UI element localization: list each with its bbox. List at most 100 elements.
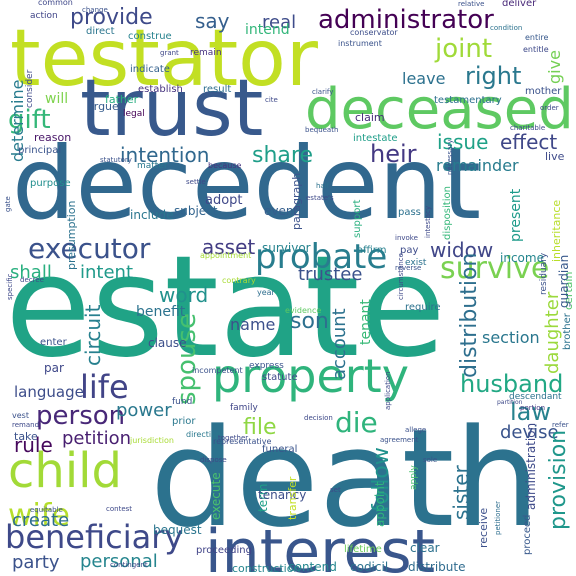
word-receive: receive bbox=[477, 508, 490, 548]
word-representative: representative bbox=[213, 437, 271, 446]
word-argue: argue bbox=[87, 100, 119, 113]
word-provide: provide bbox=[70, 5, 153, 30]
word-petitioner: petitioner bbox=[494, 501, 502, 535]
word-distribute: distribute bbox=[408, 560, 466, 574]
word-clause: clause bbox=[148, 336, 187, 350]
word-estate: estate bbox=[5, 226, 446, 389]
word-instrument: instrument bbox=[338, 39, 382, 48]
word-family: family bbox=[230, 403, 258, 413]
word-mother: mother bbox=[525, 86, 562, 97]
word-take: take bbox=[14, 430, 38, 443]
word-transfer: transfer bbox=[286, 476, 299, 520]
word-partition: partition bbox=[497, 399, 523, 406]
word-die: die bbox=[335, 406, 378, 439]
word-execute: execute bbox=[209, 472, 223, 520]
word-clear: clear bbox=[410, 541, 440, 555]
word-executor: executor bbox=[28, 232, 151, 265]
word-share: share bbox=[252, 143, 313, 168]
word-conservator: conservator bbox=[350, 28, 398, 37]
word-establish: establish bbox=[138, 84, 183, 95]
word-bequest: bequest bbox=[153, 523, 202, 537]
word-decedent: decedent bbox=[12, 125, 481, 242]
word-interest: interest bbox=[205, 517, 435, 576]
word-inheritance: inheritance bbox=[550, 200, 563, 262]
word-agreement: agreement bbox=[380, 436, 419, 444]
word-support: support bbox=[352, 200, 363, 238]
word-gift: gift bbox=[8, 105, 51, 135]
word-petition: petition bbox=[62, 428, 131, 449]
word-intent: intent bbox=[80, 262, 133, 283]
word-bequeath: bequeath bbox=[305, 126, 338, 134]
word-direction: direction bbox=[186, 430, 221, 439]
word-asset: asset bbox=[202, 235, 255, 259]
word-brother: brother bbox=[562, 312, 573, 350]
word-contrary: contrary bbox=[222, 276, 256, 285]
word-apply: apply bbox=[409, 465, 419, 490]
word-fund: fund bbox=[172, 397, 192, 407]
word-circumstance: circumstance bbox=[397, 253, 405, 300]
word-daughter: daughter bbox=[542, 291, 563, 374]
word-condition: condition bbox=[490, 24, 522, 32]
word-presumption: presumption bbox=[65, 200, 78, 270]
word-gate: gate bbox=[4, 196, 12, 212]
word-include: include bbox=[130, 208, 173, 222]
word-pass: pass bbox=[398, 207, 421, 218]
word-pay: pay bbox=[400, 245, 418, 256]
word-guardian: guardian bbox=[557, 255, 571, 308]
word-father: father bbox=[105, 93, 139, 106]
word-probate: probate bbox=[255, 237, 387, 277]
word-follow: follow bbox=[369, 447, 394, 512]
word-grant: grant bbox=[160, 49, 179, 57]
word-provision: provision bbox=[546, 430, 571, 530]
word-cite: cite bbox=[265, 96, 278, 104]
word-invoke: invoke bbox=[395, 234, 418, 242]
word-statutory: statutory bbox=[100, 156, 132, 164]
word-party: party bbox=[12, 552, 60, 573]
word-power: power bbox=[116, 400, 172, 421]
word-require: require bbox=[405, 302, 441, 313]
word-direct: direct bbox=[86, 26, 115, 37]
word-enter: enter bbox=[40, 337, 68, 348]
word-devise: devise bbox=[500, 422, 559, 443]
word-right: right bbox=[465, 62, 521, 90]
word-tenant: tenant bbox=[358, 299, 374, 345]
word-widow: widow bbox=[430, 238, 493, 262]
word-present: present bbox=[508, 188, 524, 242]
word-intestate: intestate bbox=[353, 133, 398, 144]
word-relative: relative bbox=[458, 0, 484, 8]
word-express: express bbox=[249, 361, 284, 371]
word-death: death bbox=[150, 400, 540, 557]
word-word: word bbox=[159, 283, 208, 307]
word-testamentary: testamentary bbox=[434, 95, 502, 106]
word-issue: issue bbox=[437, 130, 488, 154]
word-dispose: dispose bbox=[200, 456, 227, 464]
word-life: life bbox=[80, 368, 129, 406]
word-exist: exist bbox=[405, 258, 427, 268]
word-residuary: residuary bbox=[539, 252, 549, 295]
word-remand: remand bbox=[12, 421, 39, 429]
word-disposition: disposition bbox=[442, 186, 453, 240]
word-refer: refer bbox=[552, 421, 569, 429]
word-change: change bbox=[82, 6, 108, 14]
word-adopt: adopt bbox=[205, 193, 243, 208]
word-jurisdiction: jurisdiction bbox=[129, 436, 174, 445]
word-sister: sister bbox=[449, 464, 473, 520]
word-action: action bbox=[30, 11, 58, 21]
word-intend: intend bbox=[245, 22, 290, 38]
word-tenancy: tenancy bbox=[258, 488, 306, 502]
word-reverse: reverse bbox=[395, 264, 421, 272]
word-common: common bbox=[38, 0, 73, 7]
word-together: together bbox=[218, 434, 248, 442]
word-necessary: necessary bbox=[446, 139, 454, 175]
word-term: term bbox=[256, 484, 270, 513]
word-file: file bbox=[243, 415, 277, 440]
word-par: par bbox=[44, 361, 64, 375]
word-purpose: purpose bbox=[30, 178, 71, 189]
word-decree: decree bbox=[20, 276, 44, 284]
word-testator: testator bbox=[10, 14, 319, 104]
word-affirm: affirm bbox=[357, 245, 386, 256]
word-heir: heir bbox=[370, 140, 417, 168]
word-effect: effect bbox=[500, 130, 557, 154]
word-paragraph: paragraph bbox=[290, 173, 303, 230]
word-codicil: codicil bbox=[350, 560, 388, 574]
